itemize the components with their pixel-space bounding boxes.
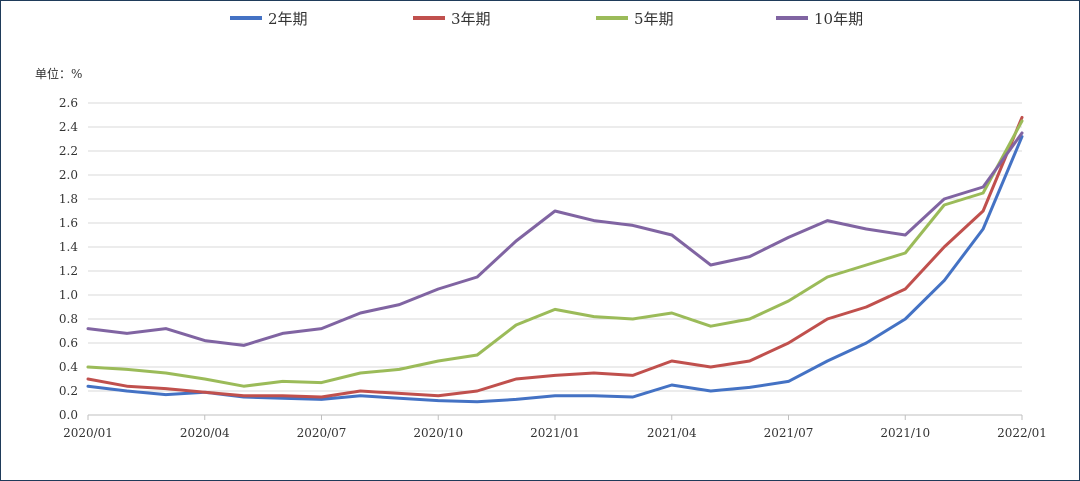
y-tick-label: 1.2 [59,264,78,278]
y-axis: 0.0 0.2 0.4 0.6 0.8 1.0 1.2 1.4 1.6 1.8 2.0 2.2 2.4 2… [59,96,78,422]
x-tick-label: 2020/04 [180,426,230,440]
gridlines [88,102,1022,392]
y-tick-label: 0.6 [59,336,78,350]
legend-label: 3年期 [451,10,491,28]
x-tick-label: 2021/10 [880,426,930,440]
y-tick-label: 0.8 [59,312,78,326]
legend: 2年期 3年期 5年期 10年期 [230,10,863,28]
legend-label: 5年期 [634,10,674,28]
x-tick-label: 2022/01 [997,426,1047,440]
series-line [86,135,1024,404]
y-tick-label: 2.0 [59,168,78,182]
legend-label: 10年期 [814,10,863,28]
series-line [86,119,1024,388]
x-tick-label: 2021/04 [647,426,697,440]
y-tick-label: 0.2 [59,384,78,398]
y-tick-label: 2.6 [59,96,78,110]
y-tick-label: 0.4 [59,360,78,374]
y-tick-label: 0.0 [59,408,78,422]
y-tick-label: 1.6 [59,216,78,230]
x-axis: 2020/01 2020/04 2020/07 2020/10 2021/01 2021/… [63,414,1047,440]
unit-label: 单位：% [35,66,82,81]
legend-label: 2年期 [268,10,308,28]
x-tick-label: 2021/07 [764,426,814,440]
y-tick-label: 1.4 [59,240,78,254]
y-tick-label: 1.8 [59,192,78,206]
x-tick-label: 2020/07 [297,426,347,440]
series-line [86,115,1024,399]
y-tick-label: 2.4 [59,120,78,134]
y-tick-label: 1.0 [59,288,78,302]
x-tick-label: 2021/01 [530,426,580,440]
series-line [86,131,1024,347]
x-tick-label: 2020/01 [63,426,113,440]
x-tick-label: 2020/10 [413,426,463,440]
series-group [86,115,1024,404]
y-tick-label: 2.2 [59,144,78,158]
